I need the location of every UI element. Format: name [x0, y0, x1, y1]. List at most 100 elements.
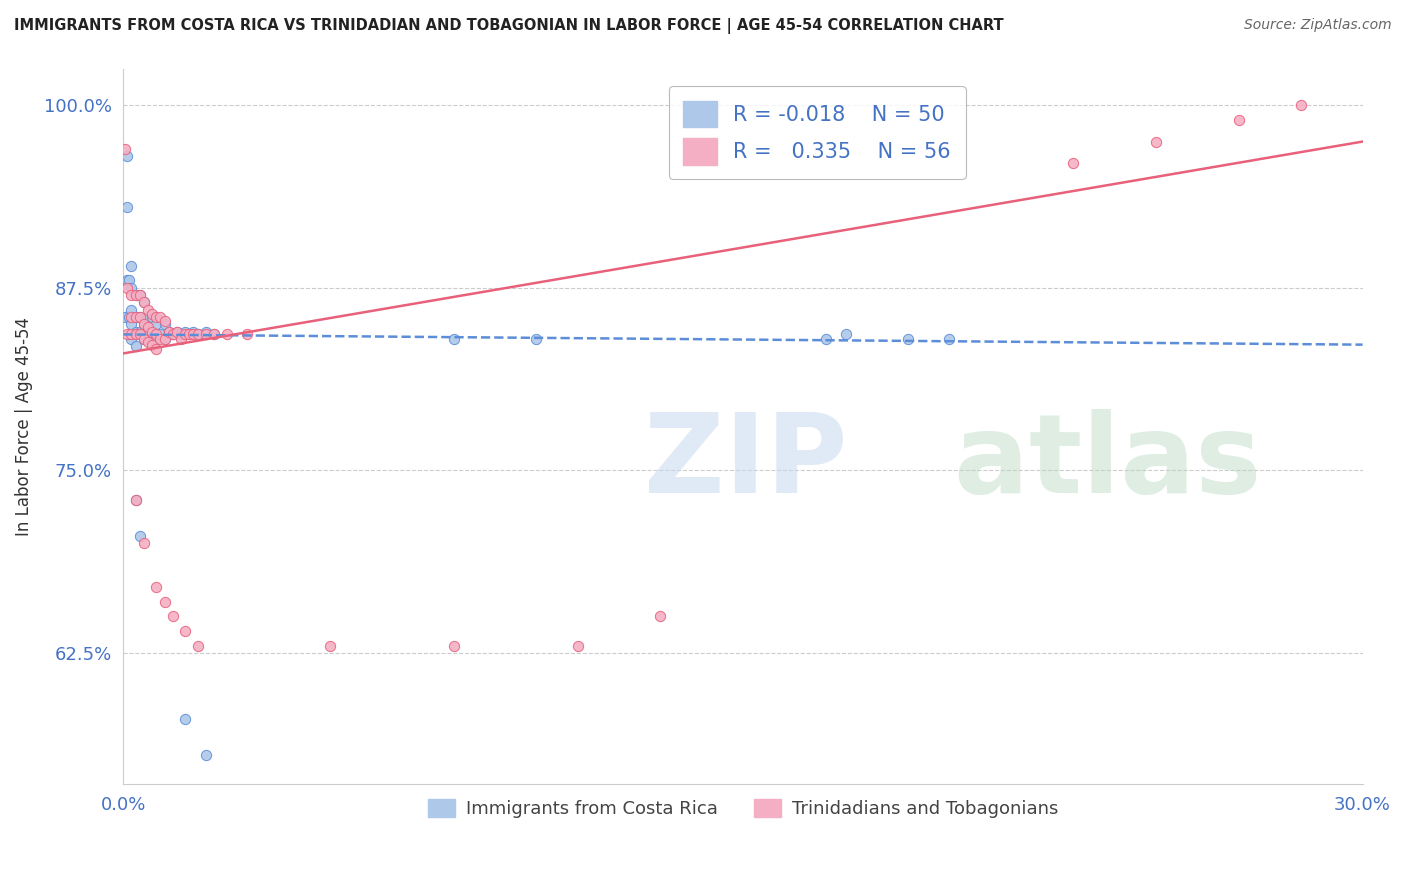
Point [145, 342, 167, 356]
Text: Source: ZipAtlas.com: Source: ZipAtlas.com [1244, 18, 1392, 32]
Point [124, 288, 146, 302]
Point [132, 295, 155, 310]
Point [117, 149, 139, 163]
Point [121, 310, 143, 324]
Point [814, 332, 837, 346]
Point [194, 748, 217, 763]
Point [187, 327, 209, 342]
Point [149, 332, 172, 346]
Point [174, 624, 197, 638]
Point [145, 332, 167, 346]
Point [118, 273, 141, 287]
Point [319, 639, 342, 653]
Point [236, 327, 259, 342]
Point [117, 200, 139, 214]
Point [153, 317, 176, 331]
Point [153, 314, 176, 328]
Point [194, 327, 217, 342]
Point [835, 327, 858, 342]
Point [567, 639, 589, 653]
Point [128, 529, 150, 543]
Point [166, 325, 188, 339]
Text: IMMIGRANTS FROM COSTA RICA VS TRINIDADIAN AND TOBAGONIAN IN LABOR FORCE | AGE 45: IMMIGRANTS FROM COSTA RICA VS TRINIDADIA… [14, 18, 1004, 34]
Point [187, 327, 209, 342]
Point [215, 327, 238, 342]
Point [136, 327, 159, 342]
Point [170, 327, 193, 342]
Point [117, 281, 139, 295]
Point [132, 536, 155, 550]
Point [132, 317, 155, 331]
Point [157, 325, 180, 339]
Point [121, 288, 143, 302]
Point [141, 337, 163, 351]
Point [202, 327, 225, 342]
Point [1227, 112, 1250, 127]
Point [132, 332, 155, 346]
Point [128, 310, 150, 324]
Point [650, 609, 672, 624]
Point [118, 310, 141, 324]
Point [162, 609, 184, 624]
Point [145, 317, 167, 331]
Point [121, 259, 143, 273]
Text: ZIP: ZIP [644, 409, 848, 516]
Point [443, 639, 465, 653]
Point [121, 317, 143, 331]
Point [183, 327, 205, 342]
Point [136, 302, 159, 317]
Point [162, 327, 184, 342]
Point [202, 327, 225, 342]
Point [145, 310, 167, 324]
Point [132, 295, 155, 310]
Point [121, 281, 143, 295]
Point [162, 327, 184, 342]
Point [121, 327, 143, 342]
Point [174, 327, 197, 342]
Point [145, 327, 167, 342]
Point [128, 327, 150, 342]
Y-axis label: In Labor Force | Age 45-54: In Labor Force | Age 45-54 [15, 317, 32, 536]
Point [114, 142, 136, 156]
Point [124, 310, 146, 324]
Point [136, 320, 159, 334]
Legend: Immigrants from Costa Rica, Trinidadians and Tobagonians: Immigrants from Costa Rica, Trinidadians… [420, 792, 1066, 825]
Point [132, 317, 155, 331]
Point [121, 332, 143, 346]
Point [153, 595, 176, 609]
Point [174, 325, 197, 339]
Point [1144, 135, 1167, 149]
Point [1062, 156, 1084, 170]
Point [153, 332, 176, 346]
Point [157, 325, 180, 339]
Point [141, 307, 163, 321]
Point [141, 325, 163, 339]
Point [443, 332, 465, 346]
Point [124, 339, 146, 353]
Point [938, 332, 960, 346]
Point [141, 327, 163, 342]
Text: atlas: atlas [644, 409, 1261, 516]
Point [194, 325, 217, 339]
Point [183, 325, 205, 339]
Point [149, 310, 172, 324]
Point [128, 288, 150, 302]
Point [136, 334, 159, 349]
Point [128, 325, 150, 339]
Point [170, 332, 193, 346]
Point [179, 327, 201, 342]
Point [117, 273, 139, 287]
Point [124, 492, 146, 507]
Point [117, 327, 139, 342]
Point [149, 327, 172, 342]
Point [124, 325, 146, 339]
Point [136, 310, 159, 324]
Point [897, 332, 920, 346]
Point [124, 327, 146, 342]
Point [153, 332, 176, 346]
Point [121, 302, 143, 317]
Point [114, 310, 136, 324]
Point [124, 492, 146, 507]
Point [128, 288, 150, 302]
Point [166, 325, 188, 339]
